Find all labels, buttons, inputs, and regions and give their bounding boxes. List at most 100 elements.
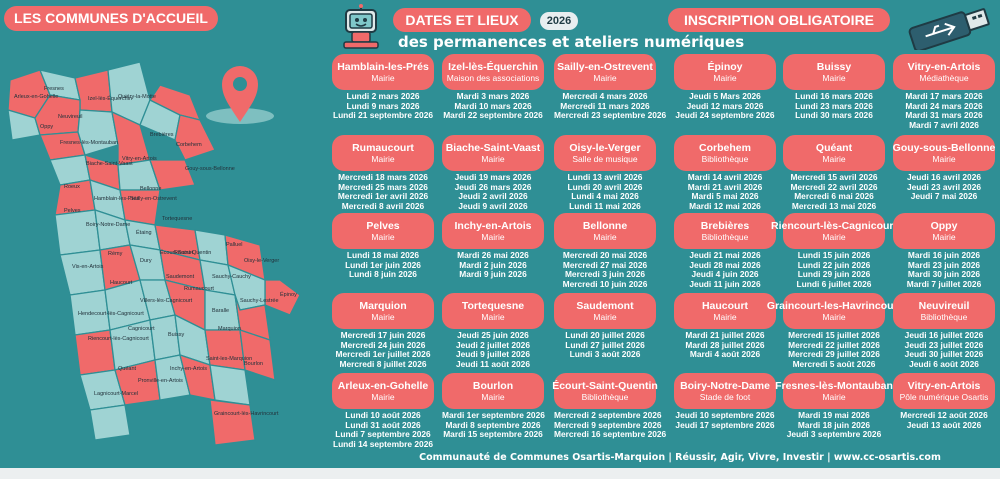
venue-place: Mairie <box>371 153 395 164</box>
venue-card: Sailly-en-Ostrevent Mairie Mercredi 4 mars… <box>554 54 666 121</box>
session-date: Mercredi 27 mai 2026 <box>562 259 648 270</box>
session-date: Mercredi 22 avril 2026 <box>790 181 878 192</box>
map-label: Roeux <box>64 184 80 190</box>
venue-card: Fresnes-lès-Montauban Mairie Mardi 19 mai … <box>775 373 893 440</box>
map-label: Buissy <box>168 332 184 338</box>
venue-header: Riencourt-lès-Cagnicourt Mairie <box>771 213 897 249</box>
venue-place: Pôle numérique Osartis <box>899 391 989 402</box>
venue-dates: Jeudi 25 juin 2026 Jeudi 2 juillet 2026 Je… <box>442 330 544 369</box>
venue-place: Maison des associations <box>446 72 540 83</box>
map-label: Riencourt-lès-Cagnicourt <box>88 336 149 342</box>
venue-name: Buissy <box>816 60 852 73</box>
venue-name: Haucourt <box>701 299 749 312</box>
session-date: Mardi 21 avril 2026 <box>687 181 763 192</box>
map-label: Fresnes-lès-Montauban <box>60 140 118 146</box>
map-area <box>89 404 131 441</box>
venue-card: Vitry-en-Artois Pôle numérique Osartis Mer… <box>893 373 995 430</box>
venue-dates: Mardi 3 mars 2026 Mardi 10 mars 2026 Mardi… <box>442 91 544 121</box>
venue-card: Bourlon Mairie Mardi 1er septembre 2026 Mar… <box>442 373 545 440</box>
venue-place: Bibliothèque <box>920 311 968 322</box>
map-label: Hamblain-les-Prés <box>94 196 139 202</box>
map-label: Saint-les-Marquion <box>206 356 252 362</box>
map-label: Lagnicourt-Marcel <box>94 391 138 397</box>
subtitle: des permanences et ateliers numériques <box>398 33 745 51</box>
venue-place: Mairie <box>822 231 846 242</box>
venue-card: Biache-Saint-Vaast Mairie Jeudi 19 mars 20… <box>442 135 544 211</box>
venue-place: Mairie <box>932 231 956 242</box>
venue-place: Mairie <box>822 72 846 83</box>
venue-header: Oisy-le-Verger Salle de musique <box>554 135 656 171</box>
venue-place: Mairie <box>371 231 395 242</box>
session-date: Lundi 18 mai 2026 <box>346 250 420 260</box>
session-date: Lundi 20 avril 2026 <box>567 181 643 192</box>
venue-place: Mairie <box>932 153 956 164</box>
venue-dates: Mercredi 15 juillet 2026 Mercredi 22 juil… <box>783 330 885 369</box>
map-label: Baralle <box>212 308 229 314</box>
venue-dates: Mardi 16 juin 2026 Mardi 23 juin 2026 Mard… <box>893 250 995 289</box>
session-date: Mercredi 3 juin 2026 <box>564 269 646 280</box>
session-date: Mardi 3 mars 2026 <box>456 91 530 101</box>
venue-header: Écourt-Saint-Quentin Bibliothèque <box>552 373 658 409</box>
map-label: Récourt <box>174 250 194 256</box>
session-date: Lundi 14 septembre 2026 <box>332 438 434 449</box>
venue-name: Marquion <box>359 299 407 312</box>
session-date: Lundi 2 mars 2026 <box>346 91 420 101</box>
map-label: Corbehem <box>176 142 202 148</box>
venue-header: Buissy Mairie <box>783 54 885 90</box>
session-date: Mardi 24 mars 2026 <box>905 100 983 111</box>
session-date: Mercredi 9 septembre 2026 <box>554 419 662 430</box>
map-area <box>209 399 256 446</box>
venue-card: Buissy Mairie Lundi 16 mars 2026 Lundi 23 m… <box>783 54 885 121</box>
session-date: Lundi 20 juillet 2026 <box>565 330 645 340</box>
session-date: Mardi 19 mai 2026 <box>798 410 870 420</box>
location-pin-icon <box>206 66 274 124</box>
venue-header: Corbehem Bibliothèque <box>674 135 776 171</box>
session-date: Lundi 15 juin 2026 <box>797 250 871 260</box>
venue-dates: Mercredi 15 avril 2026 Mercredi 22 avril … <box>783 172 885 211</box>
venue-card: Tortequesne Mairie Jeudi 25 juin 2026 Jeudi… <box>442 293 544 369</box>
map-area <box>149 159 196 191</box>
venue-place: Mairie <box>371 72 395 83</box>
venue-header: Arleux-en-Gohelle Mairie <box>332 373 434 409</box>
session-date: Mardi 7 juillet 2026 <box>906 278 982 289</box>
session-date: Lundi 8 juin 2026 <box>349 269 417 280</box>
venue-header: Graincourt-les-Havrincourt Mairie <box>767 293 901 329</box>
map-area <box>204 329 246 371</box>
session-date: Jeudi 6 août 2026 <box>909 358 979 369</box>
map-area <box>59 249 106 296</box>
venue-dates: Mardi 17 mars 2026 Mardi 24 mars 2026 Mard… <box>893 91 995 130</box>
venue-name: Tortequesne <box>461 299 525 312</box>
venue-dates: Lundi 16 mars 2026 Lundi 23 mars 2026 Lund… <box>783 91 885 121</box>
venue-place: Salle de musique <box>572 153 638 164</box>
session-date: Mercredi 2 septembre 2026 <box>554 410 662 420</box>
venue-card: Écourt-Saint-Quentin Bibliothèque Mercredi… <box>552 373 666 440</box>
session-date: Mercredi 15 juillet 2026 <box>788 330 880 340</box>
session-date: Lundi 4 mai 2026 <box>571 191 639 202</box>
session-date: Jeudi 16 juillet 2026 <box>904 330 984 340</box>
session-date: Lundi 16 mars 2026 <box>795 91 873 101</box>
map-area <box>239 329 276 381</box>
session-date: Mercredi 15 avril 2026 <box>790 172 878 182</box>
venue-dates: Mardi 14 avril 2026 Mardi 21 avril 2026 Ma… <box>674 172 776 211</box>
venue-card: Quéant Mairie Mercredi 15 avril 2026 Mercre… <box>783 135 885 211</box>
session-date: Lundi 13 avril 2026 <box>567 172 643 182</box>
venue-name: Arleux-en-Gohelle <box>337 379 429 392</box>
map-area <box>174 114 216 161</box>
session-date: Mardi 2 juin 2026 <box>459 259 527 270</box>
session-date: Mercredi 8 juillet 2026 <box>339 358 427 369</box>
session-date: Lundi 29 juin 2026 <box>797 269 871 280</box>
venue-dates: Mardi 1er septembre 2026 Mardi 8 septembr… <box>442 410 545 440</box>
session-date: Mardi 16 juin 2026 <box>907 250 981 260</box>
session-date: Mardi 31 mars 2026 <box>905 110 983 121</box>
venue-place: Mairie <box>481 153 505 164</box>
venue-name: Bellonne <box>582 219 628 232</box>
map-label: Pronville-en-Artois <box>138 378 183 384</box>
venue-card: Oisy-le-Verger Salle de musique Lundi 13 a… <box>554 135 656 211</box>
session-date: Mercredi 22 juillet 2026 <box>788 339 880 350</box>
map-label: Haucourt <box>110 280 133 286</box>
session-date: Mardi 12 mai 2026 <box>689 200 761 211</box>
map-label: Sauchy-Cauchy <box>212 274 251 280</box>
map-label: Izel-lès-Équerchin <box>88 95 132 102</box>
footer: Communauté de Communes Osartis-Marquion … <box>419 452 941 463</box>
session-date: Jeudi 17 septembre 2026 <box>675 419 775 430</box>
